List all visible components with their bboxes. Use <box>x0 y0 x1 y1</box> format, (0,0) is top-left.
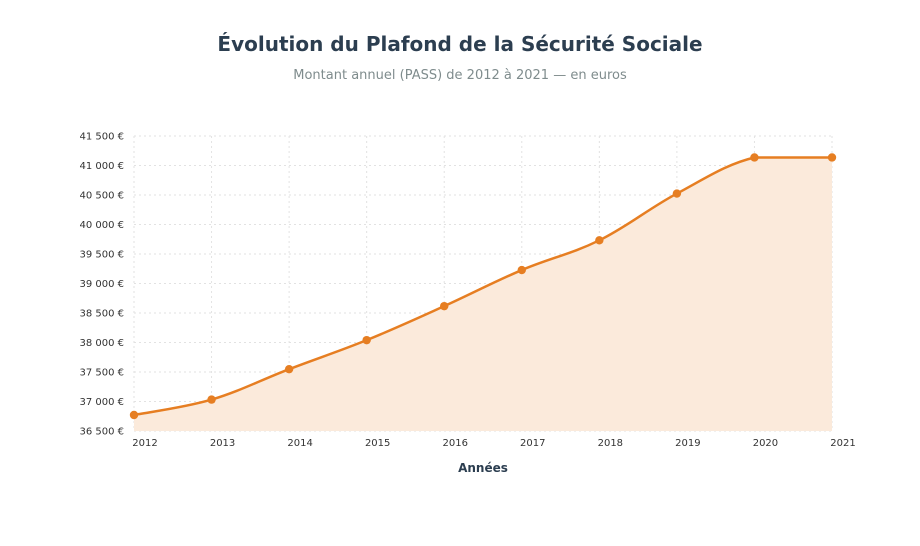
data-point <box>440 301 449 311</box>
x-tick-label: 2012 <box>132 438 157 449</box>
x-tick-label: 2020 <box>753 438 778 449</box>
y-tick-label: 41 500 € <box>79 132 124 143</box>
data-point <box>517 265 526 275</box>
x-tick-label: 2016 <box>442 438 467 449</box>
data-point <box>750 153 759 162</box>
data-point <box>672 189 682 198</box>
y-tick-label: 39 000 € <box>79 279 124 290</box>
y-axis-ticks: 36 500 € 37 000 € 37 500 € 38 000 € 38 500 €… <box>79 132 124 438</box>
series-line <box>133 156 832 417</box>
x-tick-label: 2018 <box>598 438 623 449</box>
data-point <box>827 153 837 162</box>
line-layer <box>133 156 832 417</box>
x-tick-label: 2017 <box>520 438 545 449</box>
y-tick-label: 38 000 € <box>79 338 124 349</box>
x-axis-ticks: 2012 2013 2014 2015 2016 2017 2018 2019 2020 2021 <box>132 438 855 449</box>
y-tick-label: 36 500 € <box>79 427 124 438</box>
x-tick-label: 2015 <box>365 438 390 449</box>
x-tick-label: 2014 <box>287 438 312 449</box>
data-point <box>362 335 371 345</box>
x-tick-label: 2021 <box>830 438 855 449</box>
data-point <box>207 395 216 404</box>
y-tick-label: 37 500 € <box>79 368 124 379</box>
point-layer <box>129 153 837 420</box>
y-tick-label: 39 500 € <box>79 250 124 261</box>
y-tick-label: 40 000 € <box>79 220 124 231</box>
y-tick-label: 41 000 € <box>79 161 124 172</box>
y-tick-label: 37 000 € <box>79 397 124 408</box>
data-point <box>595 236 604 245</box>
y-tick-label: 40 500 € <box>79 191 124 202</box>
y-tick-label: 38 500 € <box>79 309 124 320</box>
chart-title: Évolution du Plafond de la Sécurité Soci… <box>217 32 703 56</box>
chart-subtitle: Montant annuel (PASS) de 2012 à 2021 — e… <box>293 68 627 83</box>
data-point <box>129 410 139 420</box>
x-tick-label: 2013 <box>210 438 235 449</box>
data-point <box>284 364 294 374</box>
x-axis-title: Années <box>458 461 508 475</box>
x-tick-label: 2019 <box>675 438 700 449</box>
